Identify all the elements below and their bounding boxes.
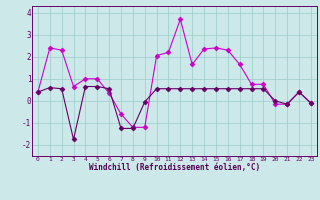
X-axis label: Windchill (Refroidissement éolien,°C): Windchill (Refroidissement éolien,°C) (89, 163, 260, 172)
